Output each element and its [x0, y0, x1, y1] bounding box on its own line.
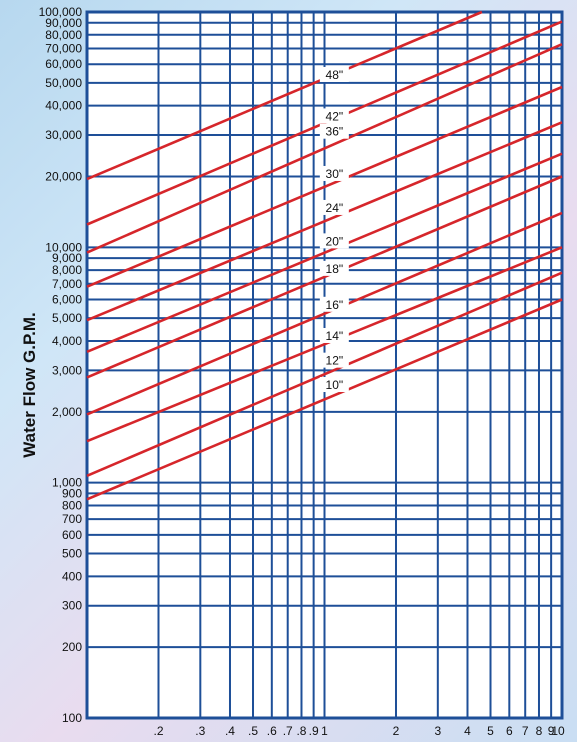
x-tick-label: .8 — [296, 724, 306, 738]
y-tick-label: 3,000 — [52, 363, 82, 377]
y-tick-label: 70,000 — [45, 41, 82, 55]
x-tick-label: .7 — [283, 724, 293, 738]
x-tick-label: 9 — [548, 724, 555, 738]
y-tick-label: 4,000 — [52, 334, 82, 348]
y-tick-label: 60,000 — [45, 57, 82, 71]
y-tick-label: 40,000 — [45, 99, 82, 113]
series-line — [86, 10, 483, 181]
series-label-bg — [319, 165, 349, 181]
series-label: 48" — [326, 68, 344, 82]
series-label-bg — [319, 296, 349, 312]
series-label-bg — [319, 233, 349, 249]
y-tick-label: 8,000 — [52, 263, 82, 277]
y-tick-label: 600 — [62, 528, 82, 542]
y-tick-label: 30,000 — [45, 128, 82, 142]
series-label: 14" — [326, 329, 344, 343]
y-tick-label: 7,000 — [52, 277, 82, 291]
series-line — [86, 43, 563, 254]
x-tick-label: .4 — [225, 724, 235, 738]
series-label: 42" — [326, 109, 344, 123]
plot-frame — [85, 10, 564, 720]
series-line — [86, 271, 563, 477]
y-axis-label: Water Flow G.P.M. — [20, 312, 39, 457]
x-tick-label: 4 — [464, 724, 471, 738]
y-tick-label: 400 — [62, 569, 82, 583]
x-tick-label: 7 — [522, 724, 529, 738]
series-line — [86, 85, 563, 288]
series-label: 30" — [326, 167, 344, 181]
x-axis-tick-labels: .2 .3 .4 .5 .6 .7.8.9 1 2 3 4 5 6 7 8 910 — [153, 724, 565, 738]
x-tick-label: 5 — [487, 724, 494, 738]
y-tick-label: 5,000 — [52, 311, 82, 325]
x-tick-label: 1 — [321, 724, 328, 738]
y-tick-label: 300 — [62, 599, 82, 613]
y-tick-label: 90,000 — [45, 16, 82, 30]
y-tick-label: 6,000 — [52, 293, 82, 307]
series-label-bg — [319, 123, 349, 139]
series-line — [86, 152, 563, 353]
y-tick-label: 10,000 — [45, 240, 82, 254]
y-tick-label: 50,000 — [45, 76, 82, 90]
vertical-gridlines — [157, 12, 563, 718]
x-tick-label: 10 — [551, 724, 565, 738]
series-lines: 48" 42" 36" 30" 24" 20" 18" 16" 14" 12" 10" — [86, 10, 563, 501]
series-label: 36" — [326, 125, 344, 139]
series-label: 24" — [326, 201, 344, 215]
y-tick-label: 100,000 — [39, 5, 83, 19]
series-label: 20" — [326, 234, 344, 248]
series-label: 16" — [326, 298, 344, 312]
series-label-bg — [319, 199, 349, 215]
x-tick-label: .3 — [195, 724, 205, 738]
x-tick-label: .9 — [309, 724, 319, 738]
series-label-bg — [319, 66, 349, 82]
x-tick-label: 6 — [506, 724, 513, 738]
x-tick-label: .6 — [267, 724, 277, 738]
series-line — [86, 211, 563, 416]
series-line — [86, 246, 563, 443]
series-label-bg — [319, 327, 349, 343]
y-tick-label: 100 — [62, 711, 82, 725]
series-label: 18" — [326, 262, 344, 276]
series-line — [86, 298, 563, 501]
y-tick-label: 20,000 — [45, 169, 82, 183]
y-tick-label: 1,000 — [52, 476, 82, 490]
series-label-bg — [319, 260, 349, 276]
x-tick-label: 8 — [536, 724, 543, 738]
x-tick-label: .2 — [153, 724, 163, 738]
y-tick-label: 800 — [62, 498, 82, 512]
series-line — [86, 121, 563, 322]
series-label: 12" — [326, 354, 344, 368]
y-tick-label: 900 — [62, 486, 82, 500]
y-tick-label: 80,000 — [45, 28, 82, 42]
x-tick-label: 3 — [434, 724, 441, 738]
y-tick-label: 2,000 — [52, 405, 82, 419]
series-label-bg — [319, 377, 349, 393]
x-tick-label: .5 — [248, 724, 258, 738]
series-label-bg — [319, 108, 349, 124]
x-tick-label: 2 — [393, 724, 400, 738]
y-tick-label: 200 — [62, 640, 82, 654]
y-tick-label: 700 — [62, 512, 82, 526]
y-tick-label: 9,000 — [52, 251, 82, 265]
series-line — [86, 175, 563, 379]
series-label: 10" — [326, 378, 344, 392]
y-tick-label: 500 — [62, 547, 82, 561]
series-label-bg — [319, 352, 349, 368]
